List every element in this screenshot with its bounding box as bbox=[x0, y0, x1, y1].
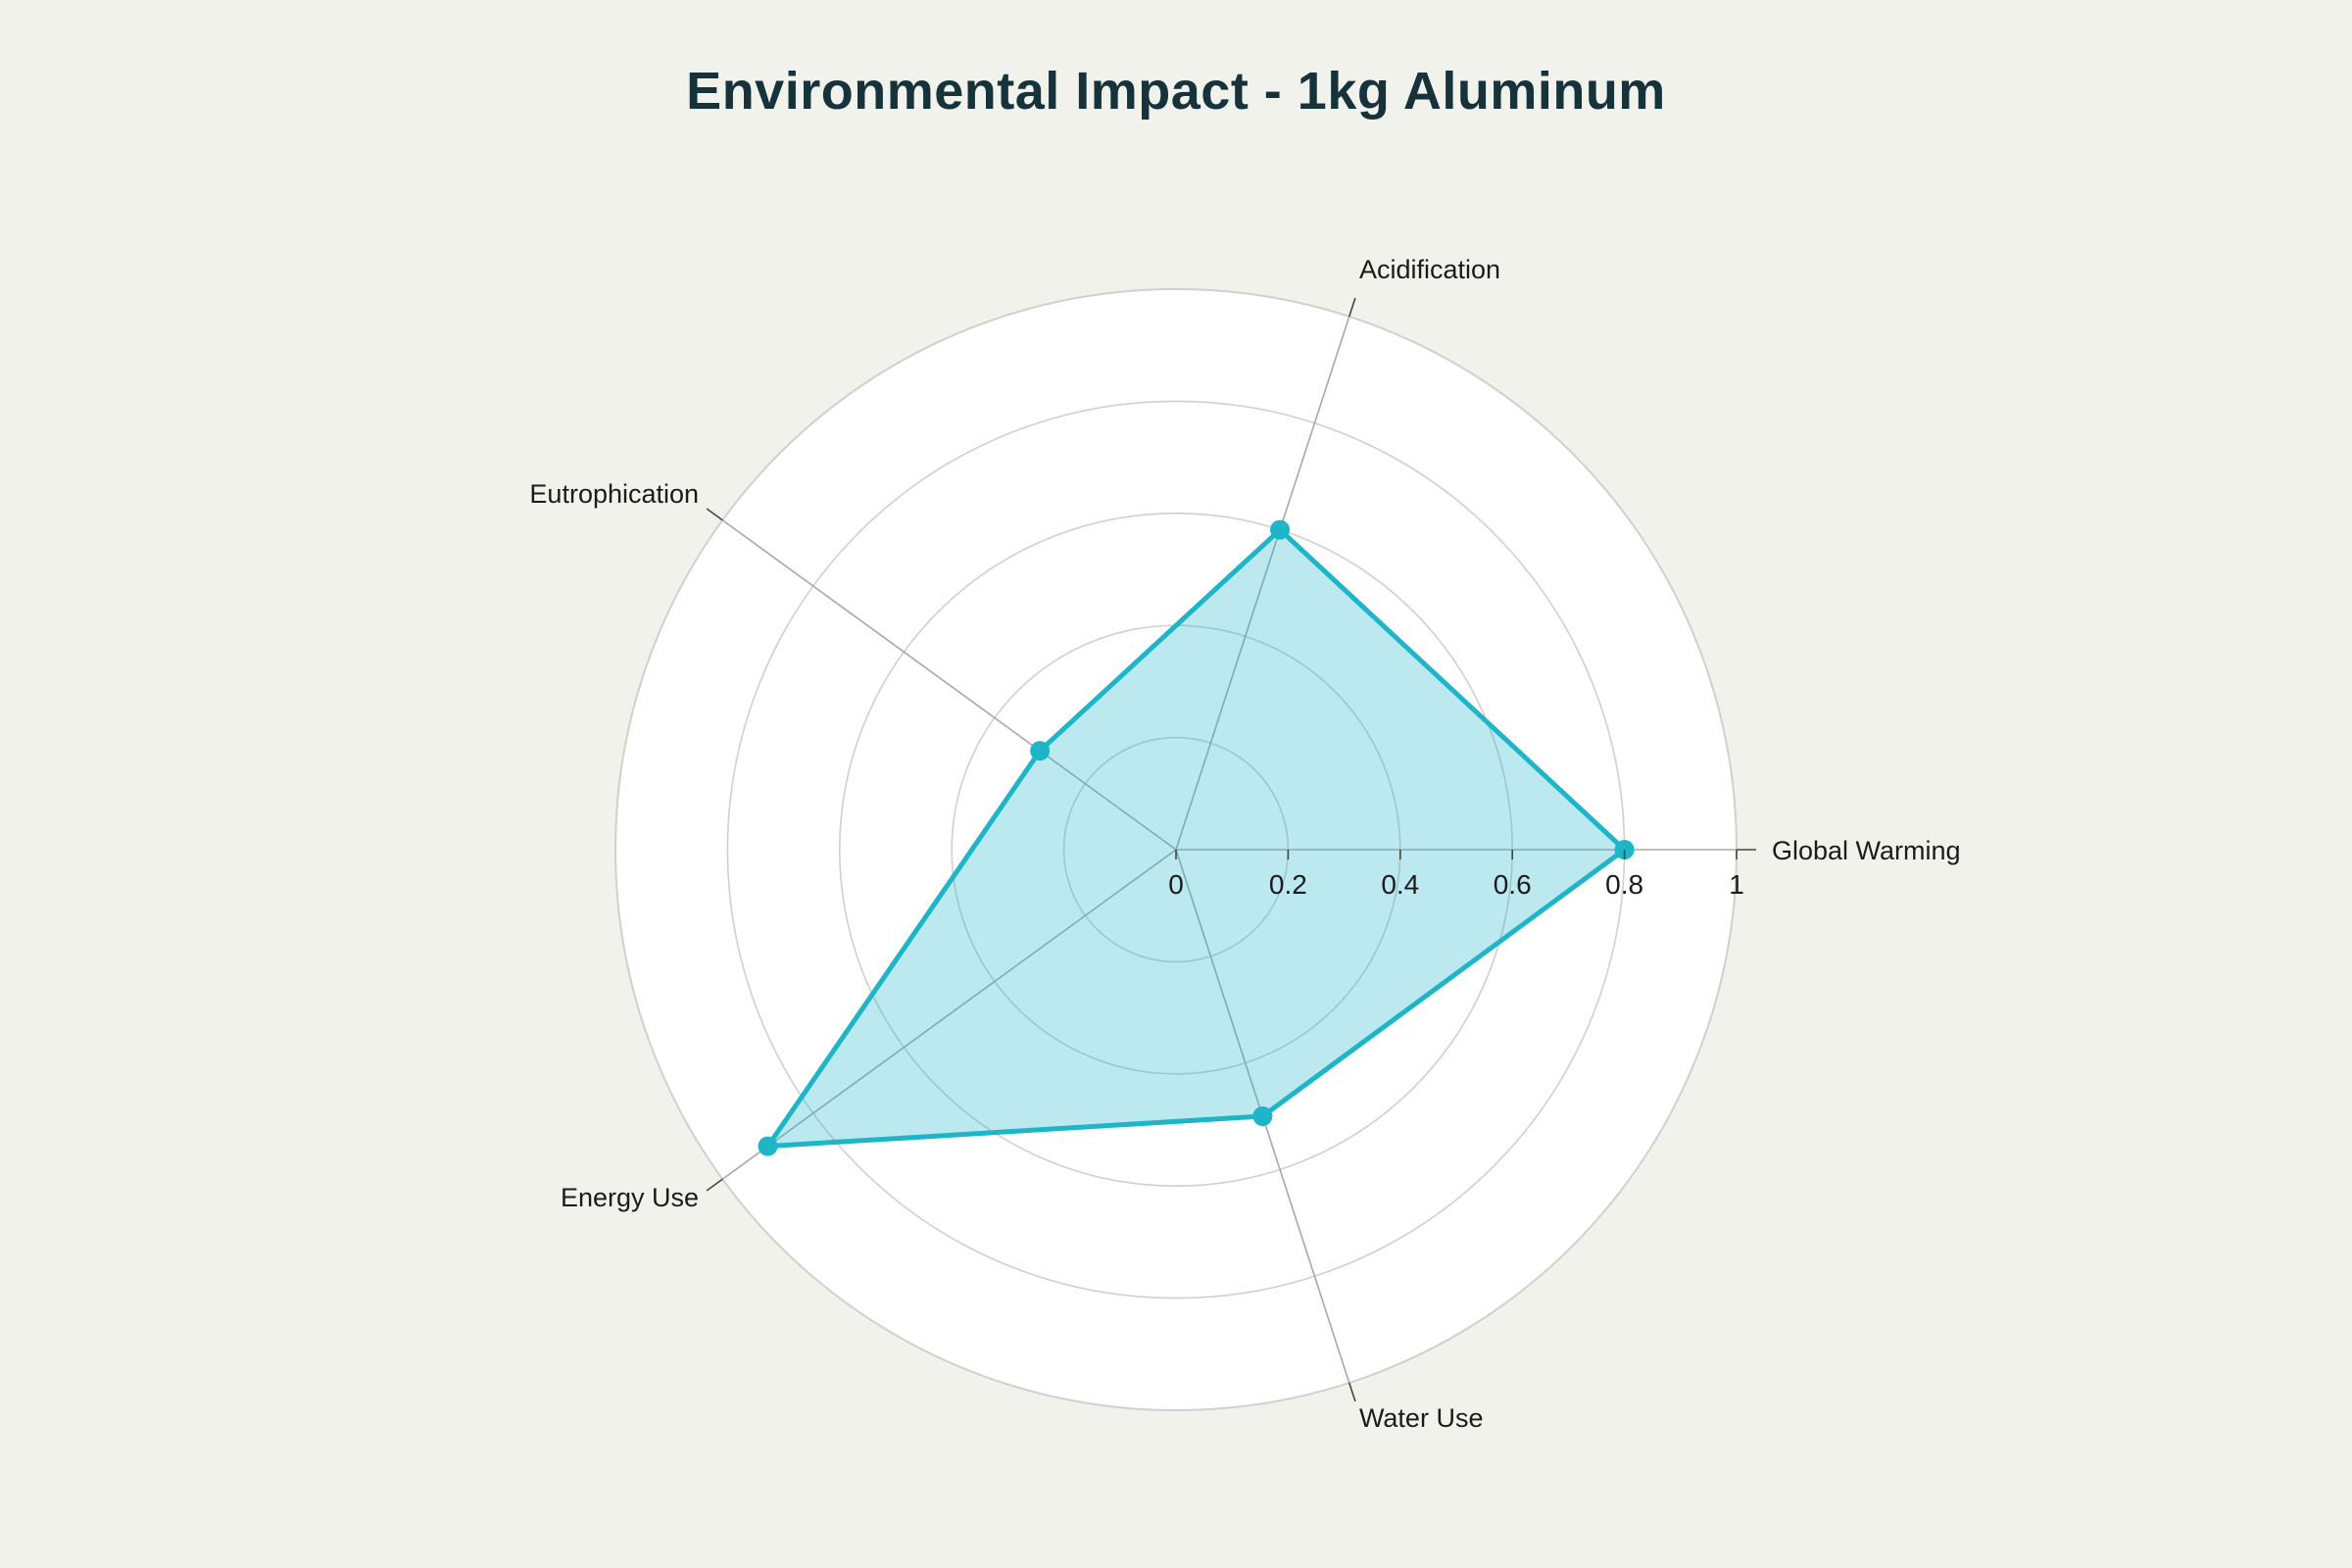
series-line-0 bbox=[765, 527, 1628, 1150]
series-area-0 bbox=[767, 529, 1625, 1147]
radial-tick-label-5: 1 bbox=[1729, 869, 1744, 900]
axis-tick-1 bbox=[1348, 297, 1356, 318]
data-point-eutrophication bbox=[1030, 741, 1051, 761]
axis-layer bbox=[706, 297, 1756, 1402]
axis-label-global-warming: Global Warming bbox=[1772, 836, 1961, 865]
axis-tick-4 bbox=[1348, 1382, 1356, 1402]
axis-label-acidification: Acidification bbox=[1359, 255, 1500, 284]
data-point-acidification bbox=[1270, 519, 1291, 540]
label-layer: Global Warming Acidification Eutrophicatio… bbox=[529, 255, 1960, 1433]
tick-layer: 0 0.2 0.4 0.6 0.8 1 bbox=[1168, 850, 1744, 900]
radial-tick-label-3: 0.6 bbox=[1494, 869, 1532, 900]
radial-tick-label-1: 0.2 bbox=[1269, 869, 1307, 900]
radial-tick-label-4: 0.8 bbox=[1605, 869, 1643, 900]
data-point-energy-use bbox=[758, 1136, 778, 1156]
radial-tick-label-0: 0 bbox=[1168, 869, 1184, 900]
axis-label-water-use: Water Use bbox=[1359, 1403, 1484, 1433]
axis-label-eutrophication: Eutrophication bbox=[529, 479, 699, 509]
axis-spoke-2 bbox=[721, 519, 1177, 851]
radial-tick-label-2: 0.4 bbox=[1381, 869, 1419, 900]
chart-title: Environmental Impact - 1kg Aluminum bbox=[686, 62, 1666, 121]
axis-label-energy-use: Energy Use bbox=[561, 1183, 699, 1212]
axis-spoke-3 bbox=[721, 849, 1177, 1180]
axis-tick-2 bbox=[706, 508, 723, 521]
axis-spoke-1 bbox=[1175, 316, 1350, 851]
series-layer bbox=[758, 519, 1635, 1156]
axis-tick-3 bbox=[706, 1178, 723, 1192]
data-point-water-use bbox=[1252, 1106, 1273, 1127]
